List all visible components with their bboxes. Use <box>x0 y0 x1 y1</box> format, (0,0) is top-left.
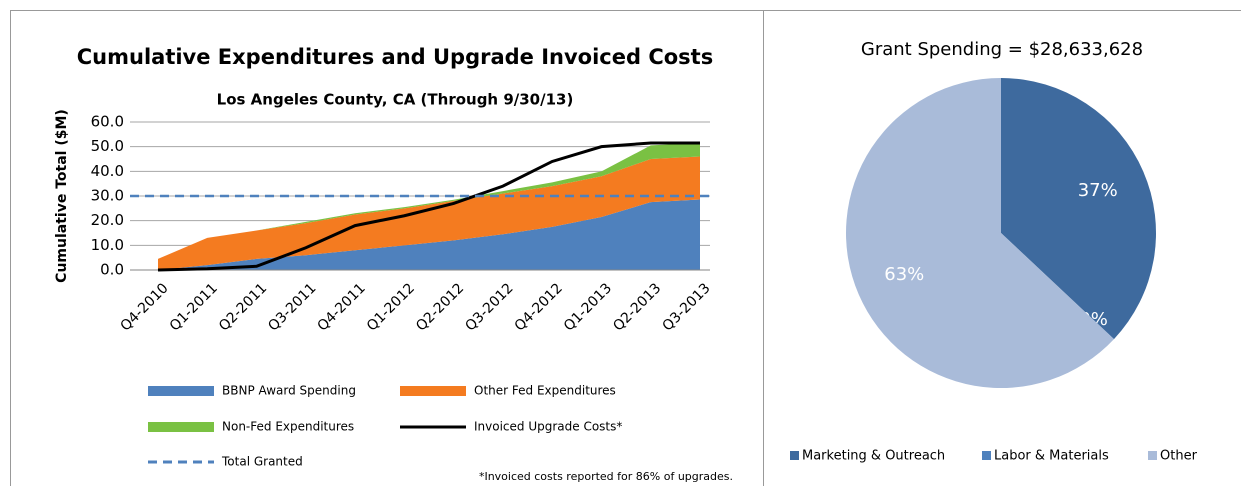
x-tick-label: Q2-2013 <box>610 280 664 334</box>
area <box>158 142 700 259</box>
legend-swatch <box>1148 451 1157 460</box>
x-tick-label: Q4-2010 <box>117 280 171 334</box>
x-tick-label: Q2-2012 <box>413 280 467 334</box>
frame <box>10 10 1241 486</box>
slice-label: 63% <box>884 264 924 285</box>
pie-title: Grant Spending = $28,633,628 <box>861 39 1143 60</box>
line <box>157 141 700 272</box>
legend-swatch <box>148 422 214 432</box>
y-tick-label: 30.0 <box>91 187 124 205</box>
slice-label: 37% <box>1078 180 1118 201</box>
x-tick-label: Q3-2013 <box>659 280 713 334</box>
x-tick-label: Q2-2011 <box>216 280 270 334</box>
legend-label: Non-Fed Expenditures <box>222 420 354 434</box>
x-tick-label: Q1-2012 <box>364 280 418 334</box>
y-tick-label: 60.0 <box>91 113 124 131</box>
legend-label: Marketing & Outreach <box>802 449 945 464</box>
legend-label: Other <box>1160 449 1198 464</box>
legend-label: Labor & Materials <box>994 449 1109 464</box>
y-tick-label: 0.0 <box>100 261 124 279</box>
footnote: *Invoiced costs reported for 86% of upgr… <box>479 470 733 483</box>
y-tick-label: 40.0 <box>91 162 124 180</box>
area <box>158 156 700 270</box>
legend-swatch <box>982 451 991 460</box>
x-tick-label: Q1-2013 <box>561 280 615 334</box>
y-tick-label: 50.0 <box>91 137 124 155</box>
pie-slice <box>1001 233 1114 340</box>
legend-swatch <box>790 451 799 460</box>
x-tick-label: Q4-2011 <box>315 280 369 334</box>
legend-label: Other Fed Expenditures <box>474 384 616 398</box>
legend-label: Invoiced Upgrade Costs* <box>474 420 622 434</box>
area <box>158 199 700 270</box>
x-tick-label: Q3-2011 <box>265 280 319 334</box>
legend-swatch <box>148 386 214 396</box>
x-tick-label: Q1-2011 <box>167 280 221 334</box>
chart-subtitle: Los Angeles County, CA (Through 9/30/13) <box>217 91 574 109</box>
chart-title: Cumulative Expenditures and Upgrade Invo… <box>77 45 713 69</box>
legend-swatch <box>400 386 466 396</box>
legend-label: Total Granted <box>221 455 303 469</box>
legend-label: BBNP Award Spending <box>222 384 356 398</box>
pie-slice <box>1001 78 1156 340</box>
y-axis-label: Cumulative Total ($M) <box>54 109 70 283</box>
x-tick-label: Q4-2012 <box>512 280 566 334</box>
y-tick-label: 10.0 <box>91 236 124 254</box>
x-tick-label: Q3-2012 <box>462 280 516 334</box>
pie-slice <box>846 78 1114 388</box>
y-tick-label: 20.0 <box>91 211 124 229</box>
